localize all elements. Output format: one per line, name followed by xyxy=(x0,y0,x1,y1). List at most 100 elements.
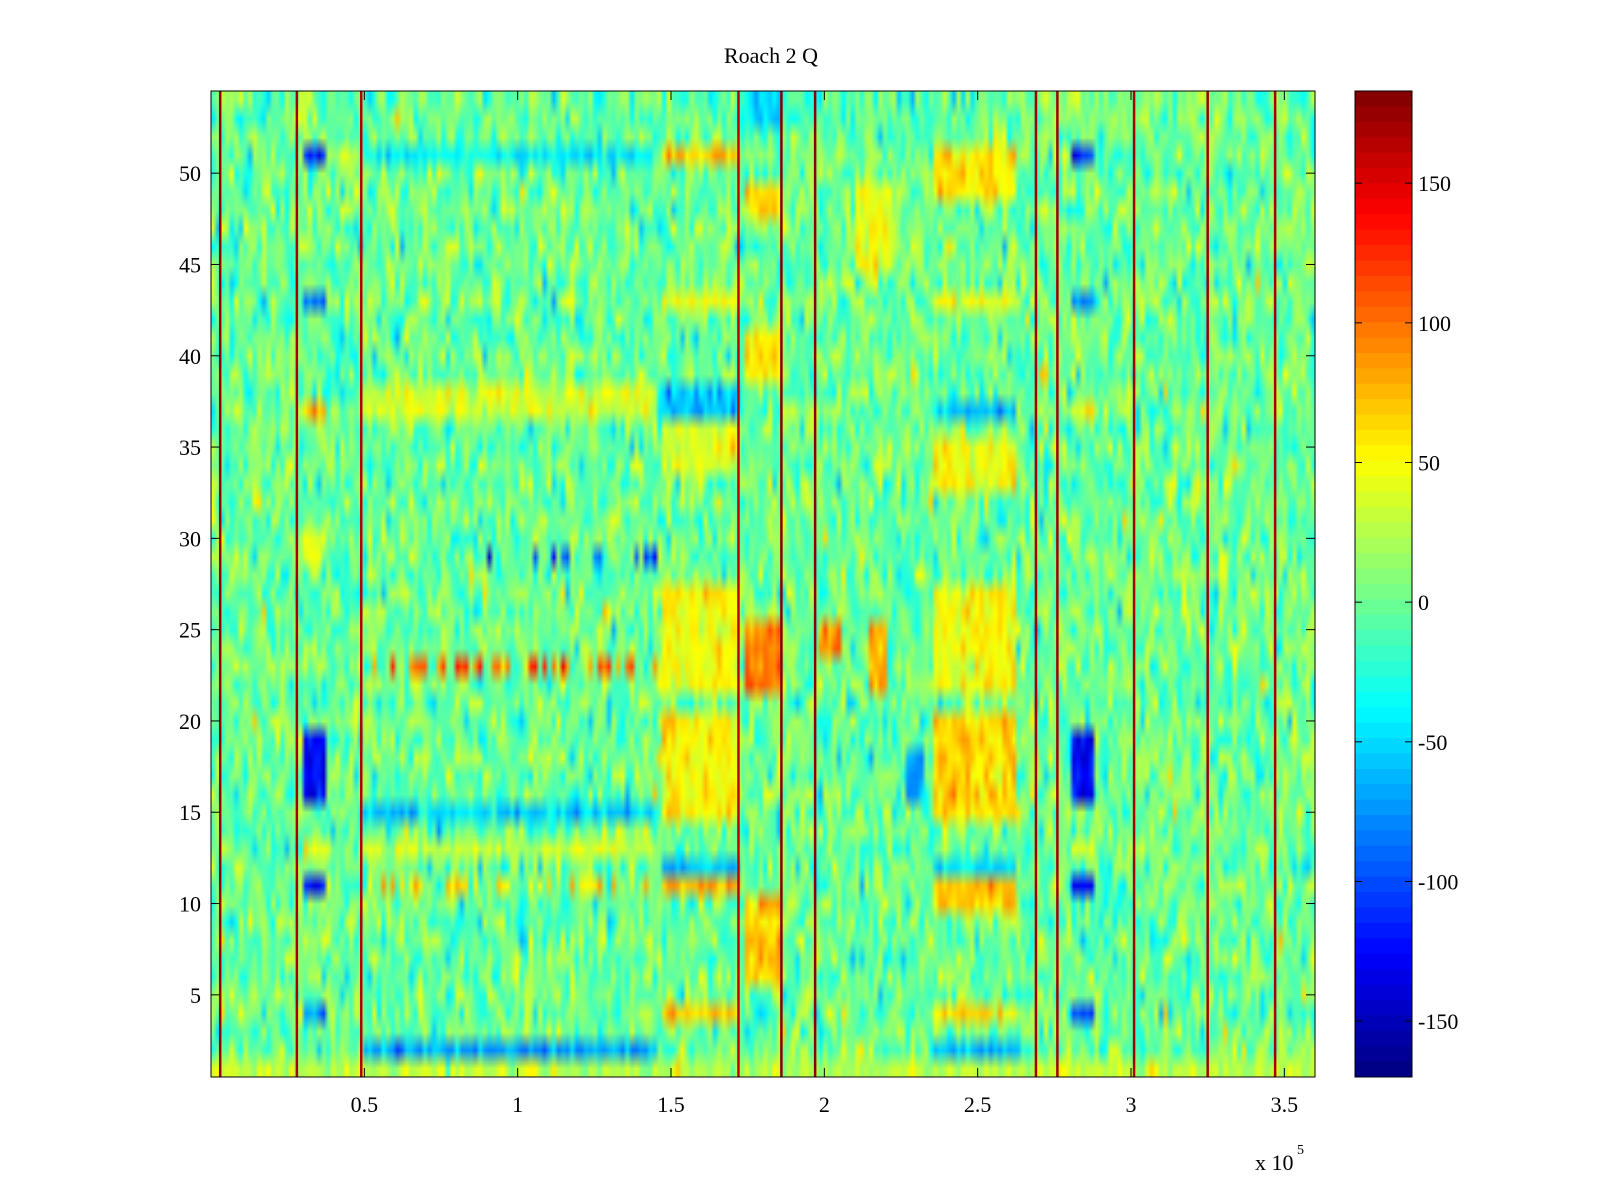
colorbar-segment xyxy=(1355,722,1412,739)
x-axis: 0.5 1 1.5 2 2.5 3 3.5 xyxy=(351,91,1299,1117)
colorbar-segment xyxy=(1355,383,1412,400)
colorbar-segment xyxy=(1355,969,1412,986)
colorbar-segment xyxy=(1355,568,1412,585)
colorbar-segment xyxy=(1355,337,1412,354)
colorbar-segment xyxy=(1355,445,1412,462)
colorbar-tick-label: -100 xyxy=(1418,869,1458,894)
x-tick-label: 2.5 xyxy=(964,1092,992,1117)
y-tick-label: 25 xyxy=(179,618,201,643)
colorbar-segment xyxy=(1355,322,1412,338)
plot-frame xyxy=(210,90,1316,1078)
x-tick-label: 3.5 xyxy=(1271,1092,1299,1117)
colorbar-segment xyxy=(1355,938,1412,955)
colorbar-tick-label: 50 xyxy=(1418,450,1440,475)
colorbar-segment xyxy=(1355,876,1412,893)
x-multiplier-exponent: 5 xyxy=(1297,1143,1304,1158)
x-multiplier-label: x 10 xyxy=(1255,1150,1294,1175)
colorbar-segment xyxy=(1355,260,1412,277)
x-tick-label: 1.5 xyxy=(657,1092,685,1117)
chart-title: Roach 2 Q xyxy=(724,43,818,68)
vertical-spike-lines xyxy=(218,91,1277,1077)
colorbar-segment xyxy=(1355,784,1412,801)
colorbar-segment xyxy=(1355,1046,1412,1063)
y-tick-label: 45 xyxy=(179,252,201,277)
colorbar-segment xyxy=(1355,999,1412,1016)
colorbar-segment xyxy=(1355,676,1412,693)
colorbar-segment xyxy=(1355,91,1412,107)
colorbar-gradient xyxy=(1355,91,1412,1078)
colorbar-segment xyxy=(1355,907,1412,924)
x-tick-label: 0.5 xyxy=(351,1092,379,1117)
colorbar-segment xyxy=(1355,691,1412,708)
colorbar-segment xyxy=(1355,537,1412,554)
colorbar-segment xyxy=(1355,198,1412,215)
colorbar-segment xyxy=(1355,861,1412,878)
colorbar-segment xyxy=(1355,984,1412,1001)
colorbar-segment xyxy=(1355,506,1412,523)
colorbar-segment xyxy=(1355,214,1412,231)
colorbar-segment xyxy=(1355,399,1412,416)
colorbar-segment xyxy=(1355,291,1412,308)
y-tick-label: 35 xyxy=(179,435,201,460)
colorbar-segment xyxy=(1355,614,1412,631)
colorbar-segment xyxy=(1355,799,1412,816)
colorbar-tick-label: 0 xyxy=(1418,590,1429,615)
y-tick-label: 30 xyxy=(179,526,201,551)
colorbar-segment xyxy=(1355,830,1412,847)
colorbar-segment xyxy=(1355,121,1412,138)
colorbar-ticks: -150 -100 -50 0 50 100 150 xyxy=(1355,171,1458,1034)
colorbar-segment xyxy=(1355,815,1412,831)
colorbar-segment xyxy=(1355,892,1412,909)
colorbar-segment xyxy=(1355,630,1412,647)
y-tick-label: 10 xyxy=(179,892,201,917)
colorbar-segment xyxy=(1355,137,1412,154)
colorbar-segment xyxy=(1355,1030,1412,1047)
heatmap-plot: 0.5 1 1.5 2 2.5 3 3.5 5 10 15 20 25 30 35 40 45 50 x 10… xyxy=(179,90,1316,1175)
colorbar-segment xyxy=(1355,168,1412,184)
colorbar-segment xyxy=(1355,738,1412,754)
colorbar-segment xyxy=(1355,429,1412,446)
colorbar-segment xyxy=(1355,707,1412,724)
colorbar-segment xyxy=(1355,229,1412,246)
y-tick-label: 5 xyxy=(190,983,201,1008)
colorbar-segment xyxy=(1355,768,1412,785)
colorbar-frame xyxy=(1354,90,1413,1078)
colorbar-segment xyxy=(1355,460,1412,477)
colorbar: -150 -100 -50 0 50 100 150 xyxy=(1354,90,1458,1078)
colorbar-segment xyxy=(1355,1061,1412,1078)
colorbar-segment xyxy=(1355,352,1412,369)
colorbar-segment xyxy=(1355,491,1412,508)
x-tick-label: 2 xyxy=(819,1092,830,1117)
colorbar-segment xyxy=(1355,522,1412,539)
colorbar-tick-label: 100 xyxy=(1418,311,1451,336)
y-axis: 5 10 15 20 25 30 35 40 45 50 xyxy=(179,161,1315,1008)
y-tick-label: 40 xyxy=(179,344,201,369)
x-tick-label: 1 xyxy=(512,1092,523,1117)
colorbar-segment xyxy=(1355,584,1412,600)
colorbar-segment xyxy=(1355,645,1412,662)
y-tick-label: 50 xyxy=(179,161,201,186)
colorbar-segment xyxy=(1355,368,1412,385)
colorbar-segment xyxy=(1355,183,1412,200)
colorbar-tick-label: 150 xyxy=(1418,171,1451,196)
colorbar-tick-label: -50 xyxy=(1418,730,1447,755)
colorbar-segment xyxy=(1355,245,1412,261)
y-tick-label: 20 xyxy=(179,709,201,734)
x-tick-label: 3 xyxy=(1126,1092,1137,1117)
colorbar-segment xyxy=(1355,845,1412,862)
heatmap-cells xyxy=(211,91,1315,1077)
colorbar-segment xyxy=(1355,922,1412,939)
colorbar-tick-label: -150 xyxy=(1418,1009,1458,1034)
colorbar-segment xyxy=(1355,553,1412,570)
colorbar-segment xyxy=(1355,476,1412,493)
colorbar-segment xyxy=(1355,306,1412,323)
colorbar-segment xyxy=(1355,661,1412,677)
colorbar-segment xyxy=(1355,152,1412,169)
colorbar-segment xyxy=(1355,599,1412,616)
y-tick-label: 15 xyxy=(179,800,201,825)
colorbar-segment xyxy=(1355,953,1412,970)
colorbar-segment xyxy=(1355,414,1412,431)
colorbar-segment xyxy=(1355,275,1412,292)
colorbar-segment xyxy=(1355,106,1412,123)
